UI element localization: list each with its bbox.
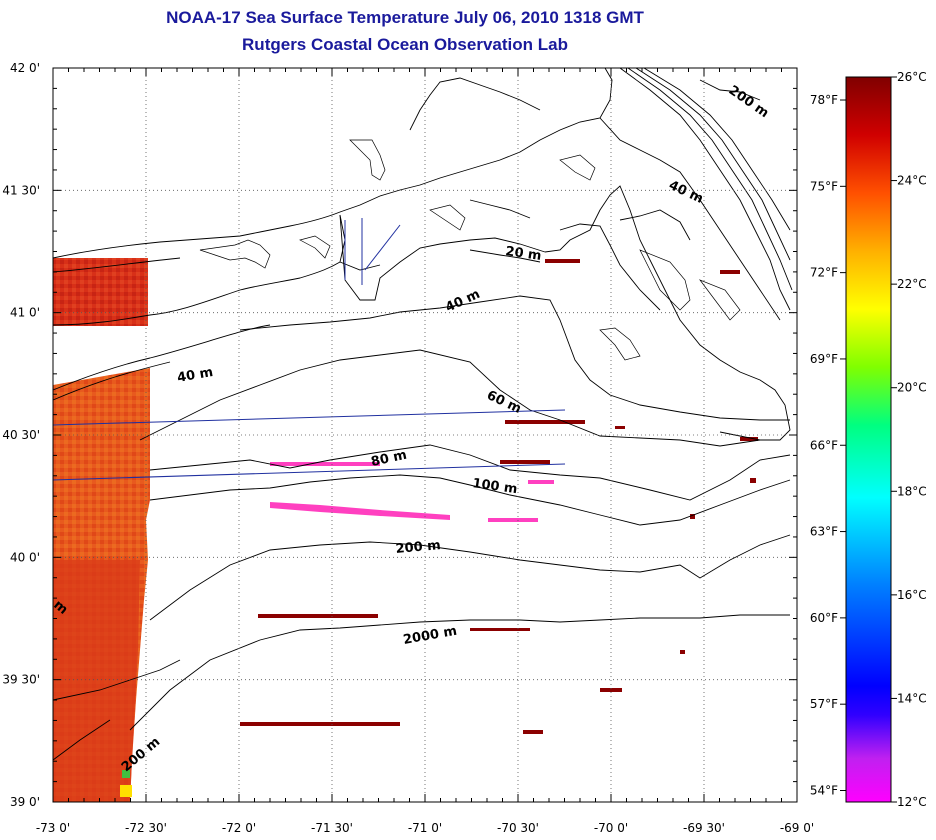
longitude-label: -71 30' [311,821,353,835]
colorbar-fahrenheit-label: 72°F [810,266,838,280]
sst-patch-long-island [53,258,148,326]
colorbar-celsius-label: 20°C [897,381,927,395]
latitude-label: 41 0' [10,306,40,320]
colorbar-fahrenheit-label: 57°F [810,697,838,711]
track-lines [52,218,566,481]
longitude-label: -73 0' [36,821,70,835]
contour-label-100m: 100 m [471,476,518,497]
colorbar-fahrenheit-label: 66°F [810,438,838,452]
longitude-label: -69 30' [683,821,725,835]
colorbar-fahrenheit-label: 63°F [810,525,838,539]
longitude-label: -70 30' [497,821,539,835]
longitude-label: -72 30' [125,821,167,835]
contour-label-200m-ne: 200 m [726,83,772,121]
colorbar-celsius-labels: 26°C 24°C 22°C 20°C 18°C 16°C 14°C 12°C [891,70,927,809]
latitude-label: 39 0' [10,795,40,809]
colorbar-fahrenheit-label: 60°F [810,611,838,625]
contour-label-40m-ne: 40 m [666,178,705,207]
latitude-label: 41 30' [2,183,40,197]
colorbar-celsius-label: 12°C [897,795,927,809]
colorbar-fahrenheit-label: 54°F [810,783,838,797]
colorbar-celsius-label: 18°C [897,484,927,498]
colorbar-celsius-label: 14°C [897,691,927,705]
longitude-labels: -73 0' -72 30' -72 0' -71 30' -71 0' -70 30' -… [36,821,814,835]
contour-labels: 200 m 40 m 20 m 40 m 40 m 60 m 80 m 100 … [50,83,771,775]
latitude-label: 42 0' [10,61,40,75]
colorbar-celsius-label: 24°C [897,174,927,188]
longitude-label: -72 0' [222,821,256,835]
map-title: NOAA-17 Sea Surface Temperature July 06,… [166,8,644,27]
longitude-label: -71 0' [408,821,442,835]
graticule [52,67,798,803]
sst-data-patches [53,258,150,802]
longitude-label: -70 0' [594,821,628,835]
colorbar-fahrenheit-labels: 78°F 75°F 72°F 69°F 66°F 63°F 60°F 57°F 54°F [810,93,846,797]
sst-cold-pixels [270,462,554,522]
latitude-labels: 42 0' 41 30' 41 0' 40 30' 40 0' 39 30' 39 0' [2,61,40,809]
map-subtitle: Rutgers Coastal Ocean Observation Lab [242,35,568,54]
colorbar-celsius-label: 26°C [897,70,927,84]
colorbar-celsius-label: 16°C [897,588,927,602]
island-detail [199,139,741,361]
latitude-label: 39 30' [2,673,40,687]
contour-label-40m-west: 40 m [176,365,214,386]
colorbar-celsius-label: 22°C [897,277,927,291]
longitude-label: -69 0' [780,821,814,835]
contour-label-40m-mid: 40 m [443,287,482,316]
colorbar-fahrenheit-label: 78°F [810,93,838,107]
colorbar-fahrenheit-label: 75°F [810,179,838,193]
contour-label-2000m: 2000 m [402,624,458,648]
latitude-label: 40 30' [2,428,40,442]
sst-scatter [240,259,758,734]
latitude-label: 40 0' [10,550,40,564]
contour-label-200m: 200 m [395,538,441,557]
coastline [52,67,791,441]
contour-label-20m: 20 m [504,244,542,264]
bathymetry-contours [52,67,793,761]
colorbar [845,76,892,803]
colorbar-fahrenheit-label: 69°F [810,352,838,366]
contour-label-80m: 80 m [370,448,409,470]
